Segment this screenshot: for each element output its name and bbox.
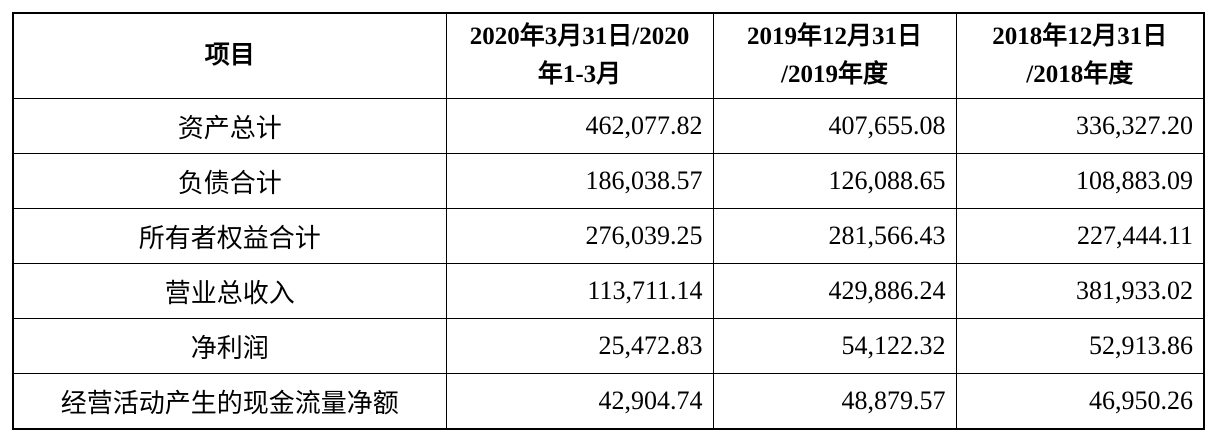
value-cell: 336,327.20 <box>955 98 1205 154</box>
value-cell: 381,933.02 <box>955 263 1205 319</box>
row-label: 所有者权益合计 <box>12 208 447 264</box>
value-cell: 276,039.25 <box>445 208 714 264</box>
value-cell: 54,122.32 <box>712 318 957 374</box>
header-cell: 2019年12月31日/2019年度 <box>712 12 957 99</box>
table-row: 营业总收入 113,711.14 429,886.24 381,933.02 <box>12 263 1205 319</box>
value-cell: 42,904.74 <box>445 373 714 430</box>
row-label: 营业总收入 <box>12 263 447 319</box>
table-row: 负债合计 186,038.57 126,088.65 108,883.09 <box>12 153 1205 209</box>
header-text: 项目 <box>204 42 255 69</box>
financial-table: 项目 2020年3月31日/2020 年1-3月 2019年12月31日/2019年度… <box>12 12 1205 430</box>
table-row: 净利润 25,472.83 54,122.32 52,913.86 <box>12 318 1205 374</box>
header-text: 年1-3月 <box>537 61 622 88</box>
value-cell: 462,077.82 <box>445 98 714 154</box>
row-label: 经营活动产生的现金流量净额 <box>12 373 447 430</box>
value-cell: 108,883.09 <box>955 153 1205 209</box>
row-label: 负债合计 <box>12 153 447 209</box>
table-body: 资产总计 462,077.82 407,655.08 336,327.20 负债合计 18… <box>12 98 1205 430</box>
value-cell: 46,950.26 <box>955 373 1205 430</box>
header-cell: 2018年12月31日/2018年度 <box>955 12 1205 99</box>
table-container: 项目 2020年3月31日/2020 年1-3月 2019年12月31日/2019年度… <box>12 12 1205 430</box>
table-row: 所有者权益合计 276,039.25 281,566.43 227,444.11 <box>12 208 1205 264</box>
value-cell: 186,038.57 <box>445 153 714 209</box>
value-cell: 25,472.83 <box>445 318 714 374</box>
header-text: 2018年12月31日 <box>992 23 1168 50</box>
row-label: 资产总计 <box>12 98 447 154</box>
header-text: 2020年3月31日/2020 <box>469 23 690 50</box>
header-row: 项目 2020年3月31日/2020 年1-3月 2019年12月31日/2019年度… <box>12 12 1205 99</box>
value-cell: 227,444.11 <box>955 208 1205 264</box>
value-cell: 48,879.57 <box>712 373 957 430</box>
header-cell: 项目 <box>12 12 447 99</box>
header-cell: 2020年3月31日/2020 年1-3月 <box>445 12 714 99</box>
header-text: /2019年度 <box>781 61 888 88</box>
value-cell: 429,886.24 <box>712 263 957 319</box>
table-row: 资产总计 462,077.82 407,655.08 336,327.20 <box>12 98 1205 154</box>
row-label: 净利润 <box>12 318 447 374</box>
value-cell: 52,913.86 <box>955 318 1205 374</box>
value-cell: 113,711.14 <box>445 263 714 319</box>
value-cell: 126,088.65 <box>712 153 957 209</box>
table-row: 经营活动产生的现金流量净额 42,904.74 48,879.57 46,950.26 <box>12 373 1205 430</box>
header-text: /2018年度 <box>1026 61 1134 88</box>
value-cell: 281,566.43 <box>712 208 957 264</box>
value-cell: 407,655.08 <box>712 98 957 154</box>
header-text: 2019年12月31日 <box>746 23 922 50</box>
